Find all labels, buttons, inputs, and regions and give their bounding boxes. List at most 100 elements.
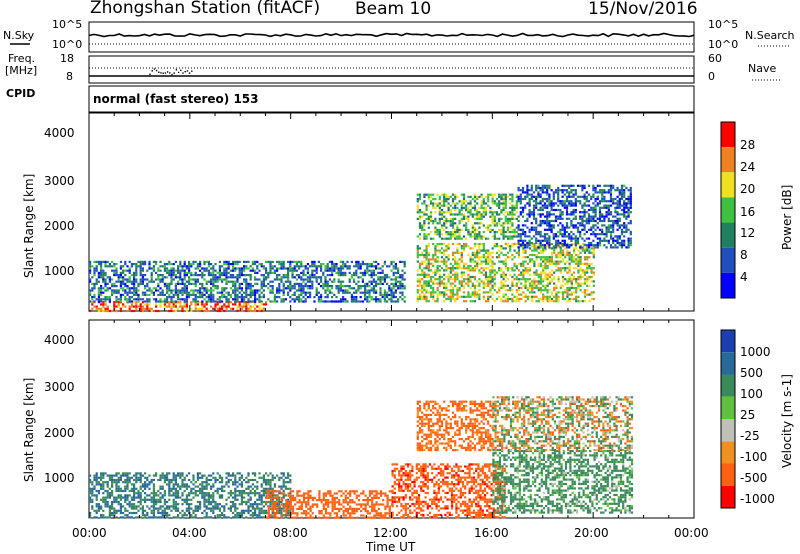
heatmap-cell bbox=[570, 258, 573, 261]
heatmap-cell bbox=[456, 275, 459, 279]
heatmap-cell bbox=[335, 267, 338, 270]
heatmap-cell bbox=[130, 303, 133, 306]
heatmap-cell bbox=[587, 222, 591, 225]
heatmap-cell bbox=[128, 300, 131, 303]
heatmap-cell bbox=[511, 231, 514, 234]
heatmap-cell bbox=[574, 237, 577, 240]
heatmap-cell bbox=[570, 260, 573, 263]
heatmap-cell bbox=[443, 251, 446, 254]
heatmap-cell bbox=[201, 300, 204, 303]
heatmap-cell bbox=[311, 269, 314, 272]
heatmap-cell bbox=[126, 496, 129, 499]
heatmap-cell bbox=[181, 472, 184, 475]
heatmap-cell bbox=[203, 298, 206, 301]
heatmap-cell bbox=[528, 202, 531, 205]
heatmap-cell bbox=[579, 230, 582, 234]
heatmap-cell bbox=[620, 239, 624, 242]
heatmap-cell bbox=[561, 249, 565, 252]
heatmap-cell bbox=[471, 228, 474, 231]
heatmap-cell bbox=[598, 213, 602, 216]
heatmap-cell bbox=[214, 274, 217, 277]
heatmap-cell bbox=[607, 224, 610, 227]
heatmap-cell bbox=[458, 220, 461, 223]
heatmap-cell bbox=[544, 289, 547, 292]
heatmap-cell bbox=[515, 204, 518, 207]
heatmap-cell bbox=[436, 231, 439, 234]
heatmap-cell bbox=[511, 284, 514, 287]
heatmap-cell bbox=[429, 217, 433, 220]
heatmap-cell bbox=[152, 265, 155, 268]
heatmap-cell bbox=[124, 472, 127, 475]
heatmap-cell bbox=[543, 204, 547, 207]
heatmap-cell bbox=[355, 260, 358, 263]
heatmap-cell bbox=[117, 291, 120, 294]
heatmap-cell bbox=[291, 271, 294, 274]
heatmap-cell bbox=[445, 198, 448, 201]
heatmap-cell bbox=[502, 193, 505, 196]
heatmap-cell bbox=[364, 282, 367, 285]
heatmap-cell bbox=[583, 251, 587, 254]
heatmap-cell bbox=[504, 217, 507, 220]
heatmap-cell bbox=[504, 293, 507, 296]
heatmap-cell bbox=[223, 260, 226, 263]
heatmap-cell bbox=[598, 217, 602, 220]
heatmap-cell bbox=[249, 289, 252, 292]
heatmap-cell bbox=[561, 275, 565, 279]
heatmap-cell bbox=[113, 274, 116, 277]
heatmap-cell bbox=[359, 291, 362, 294]
heatmap-cell bbox=[473, 233, 477, 236]
heatmap-cell bbox=[236, 274, 239, 277]
heatmap-cell bbox=[432, 280, 435, 283]
heatmap-cell bbox=[460, 273, 463, 276]
heatmap-cell bbox=[181, 492, 184, 495]
heatmap-cell bbox=[473, 295, 477, 298]
heatmap-cell bbox=[89, 500, 92, 504]
heatmap-cell bbox=[289, 269, 292, 272]
heatmap-cell bbox=[117, 303, 120, 306]
heatmap-cell bbox=[530, 197, 533, 201]
heatmap-cell bbox=[522, 271, 525, 274]
heatmap-cell bbox=[276, 260, 279, 263]
heatmap-cell bbox=[557, 208, 560, 212]
heatmap-cell bbox=[561, 211, 564, 214]
heatmap-cell bbox=[205, 505, 208, 508]
heatmap-cell bbox=[331, 267, 334, 270]
heatmap-cell bbox=[541, 206, 544, 209]
heatmap-cell bbox=[432, 256, 435, 259]
heatmap-cell bbox=[513, 273, 516, 276]
heatmap-cell bbox=[141, 291, 144, 294]
heatmap-cell bbox=[605, 215, 608, 218]
heatmap-cell bbox=[177, 494, 180, 497]
heatmap-cell bbox=[532, 206, 536, 209]
heatmap-cell bbox=[590, 226, 593, 229]
heatmap-cell bbox=[500, 260, 503, 263]
heatmap-cell bbox=[504, 300, 507, 303]
heatmap-cell bbox=[596, 191, 599, 194]
heatmap-cell bbox=[588, 300, 591, 303]
heatmap-cell bbox=[155, 507, 158, 510]
heatmap-cell bbox=[117, 509, 120, 512]
heatmap-cell bbox=[108, 296, 111, 299]
heatmap-cell bbox=[236, 280, 239, 283]
heatmap-cell bbox=[168, 485, 171, 488]
heatmap-cell bbox=[416, 256, 419, 259]
heatmap-cell bbox=[377, 271, 380, 274]
heatmap-cell bbox=[326, 289, 329, 292]
heatmap-cell bbox=[148, 298, 151, 301]
heatmap-cell bbox=[421, 211, 424, 214]
heatmap-cell bbox=[210, 280, 213, 283]
heatmap-cell bbox=[302, 287, 305, 290]
heatmap-cell bbox=[542, 247, 545, 250]
heatmap-cell bbox=[115, 271, 118, 274]
heatmap-cell bbox=[201, 474, 204, 477]
heatmap-cell bbox=[489, 193, 492, 196]
heatmap-cell bbox=[254, 260, 257, 263]
heatmap-cell bbox=[397, 267, 400, 270]
heatmap-cell bbox=[579, 184, 582, 187]
heatmap-cell bbox=[535, 300, 538, 303]
heatmap-cell bbox=[436, 289, 439, 292]
heatmap-cell bbox=[148, 287, 151, 290]
heatmap-cell bbox=[559, 251, 562, 254]
heatmap-cell bbox=[620, 186, 624, 190]
heatmap-cell bbox=[491, 267, 494, 270]
